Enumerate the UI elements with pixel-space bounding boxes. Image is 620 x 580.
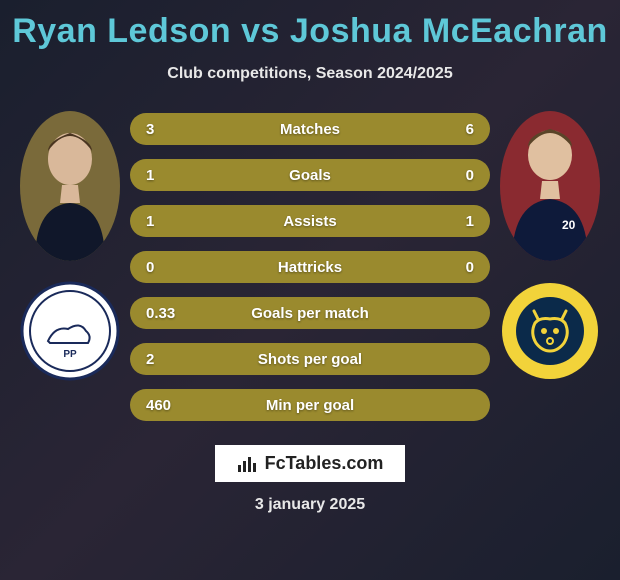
left-club-badge: PP [20, 281, 120, 381]
stat-row: 0.33 Goals per match [130, 297, 490, 329]
page-title: Ryan Ledson vs Joshua McEachran [12, 12, 608, 51]
left-player-avatar [20, 111, 120, 261]
stat-left-value: 460 [146, 397, 171, 414]
brand-text: FcTables.com [265, 453, 384, 474]
stat-row: 460 Min per goal [130, 389, 490, 421]
stat-row: 1 Goals 0 [130, 159, 490, 191]
stat-left-value: 1 [146, 167, 154, 184]
club-crest-icon [500, 281, 600, 381]
footer: FcTables.com 3 january 2025 [215, 445, 406, 514]
person-icon [20, 111, 120, 261]
stat-left-value: 0.33 [146, 305, 175, 322]
left-player-column: PP [20, 103, 120, 381]
stat-row: 2 Shots per goal [130, 343, 490, 375]
person-icon: 20 [500, 111, 600, 261]
stat-label: Hattricks [278, 259, 342, 276]
stat-row: 3 Matches 6 [130, 113, 490, 145]
stat-left-value: 0 [146, 259, 154, 276]
stat-label: Assists [283, 213, 336, 230]
chart-icon [237, 455, 259, 473]
stat-left-value: 1 [146, 213, 154, 230]
right-player-avatar: 20 [500, 111, 600, 261]
stat-right-value: 0 [466, 259, 474, 276]
subtitle: Club competitions, Season 2024/2025 [167, 65, 452, 83]
svg-text:PP: PP [63, 349, 77, 360]
date-text: 3 january 2025 [255, 496, 365, 514]
stat-left-value: 3 [146, 121, 154, 138]
stat-label: Goals [289, 167, 331, 184]
stat-row: 0 Hattricks 0 [130, 251, 490, 283]
svg-text:20: 20 [562, 218, 576, 232]
stat-left-value: 2 [146, 351, 154, 368]
stat-label: Min per goal [266, 397, 354, 414]
stat-label: Matches [280, 121, 340, 138]
club-crest-icon: PP [20, 281, 120, 381]
brand-logo: FcTables.com [215, 445, 406, 482]
stat-right-value: 0 [466, 167, 474, 184]
stats-list: 3 Matches 6 1 Goals 0 1 Assists 1 0 Hattricks 0 0.33… [130, 103, 490, 421]
stat-right-value: 1 [466, 213, 474, 230]
comparison-area: PP 3Matches61Goals01Assists10Hattricks00… [0, 103, 620, 421]
right-club-badge [500, 281, 600, 381]
stat-row: 1 Assists 1 [130, 205, 490, 237]
stat-label: Goals per match [251, 305, 369, 322]
stat-right-value: 6 [466, 121, 474, 138]
stat-label: Shots per goal [258, 351, 362, 368]
comparison-card: Ryan Ledson vs Joshua McEachran Club com… [0, 0, 620, 580]
right-player-column: 20 [500, 103, 600, 381]
